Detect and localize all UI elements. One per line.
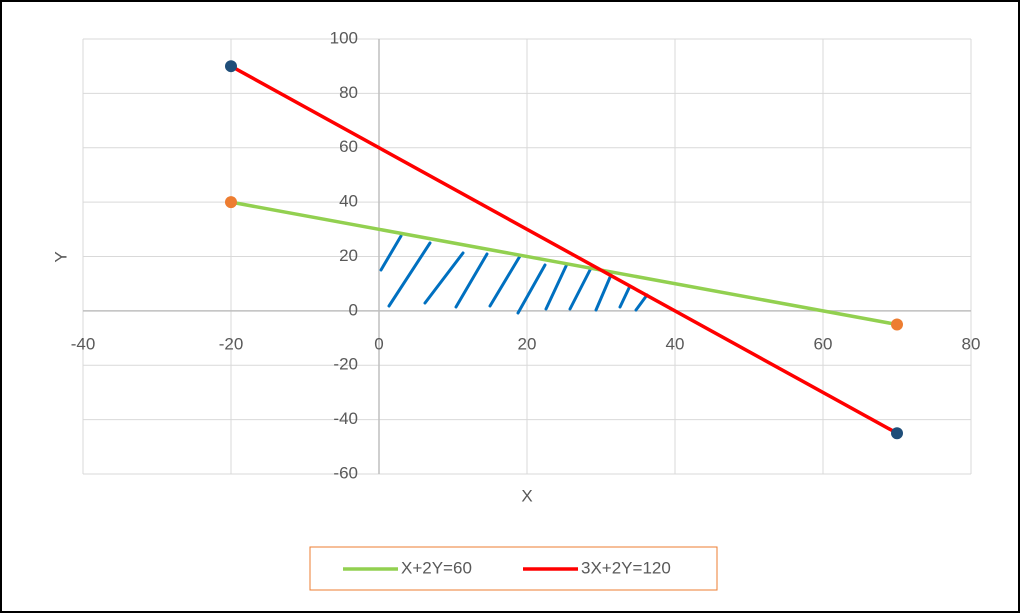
x-tick-label: -20 [219,334,244,353]
x-tick-label: 0 [374,334,383,353]
y-tick-label: 60 [339,137,358,156]
x-axis-label: X [521,486,532,505]
hatch-stroke [454,252,489,309]
x-tick-label: 20 [518,334,537,353]
x-tick-label: 80 [962,334,981,353]
marker [225,196,237,209]
legend-label: 3X+2Y=120 [581,558,671,577]
marker [891,427,903,440]
series-line [230,200,898,327]
hatch-stroke [516,263,547,315]
hatch-stroke [634,293,649,312]
y-tick-label: -60 [333,463,358,482]
hatch-stroke [379,234,403,272]
hatch-stroke [387,241,432,308]
series-line [230,64,898,435]
hatch-stroke [544,262,569,311]
x-tick-label: -40 [71,334,96,353]
grid [82,38,972,475]
hatch [379,234,649,315]
y-axis-label: Y [51,251,70,262]
legend-label: X+2Y=60 [401,558,472,577]
hatch-stroke [488,254,522,308]
y-tick-label: 20 [339,246,358,265]
y-tick-label: -20 [333,355,358,374]
hatch-stroke [594,273,613,312]
y-tick-label: 0 [349,300,358,319]
hatch-stroke [568,268,592,311]
hatch-stroke [618,286,631,309]
y-tick-label: 80 [339,83,358,102]
marker [891,318,903,331]
marker [225,60,237,73]
x-tick-label: 60 [814,334,833,353]
x-tick-label: 40 [666,334,685,353]
hatch-stroke [423,251,465,305]
y-tick-label: -40 [333,409,358,428]
y-tick-label: 100 [330,28,358,47]
y-tick-label: 40 [339,192,358,211]
